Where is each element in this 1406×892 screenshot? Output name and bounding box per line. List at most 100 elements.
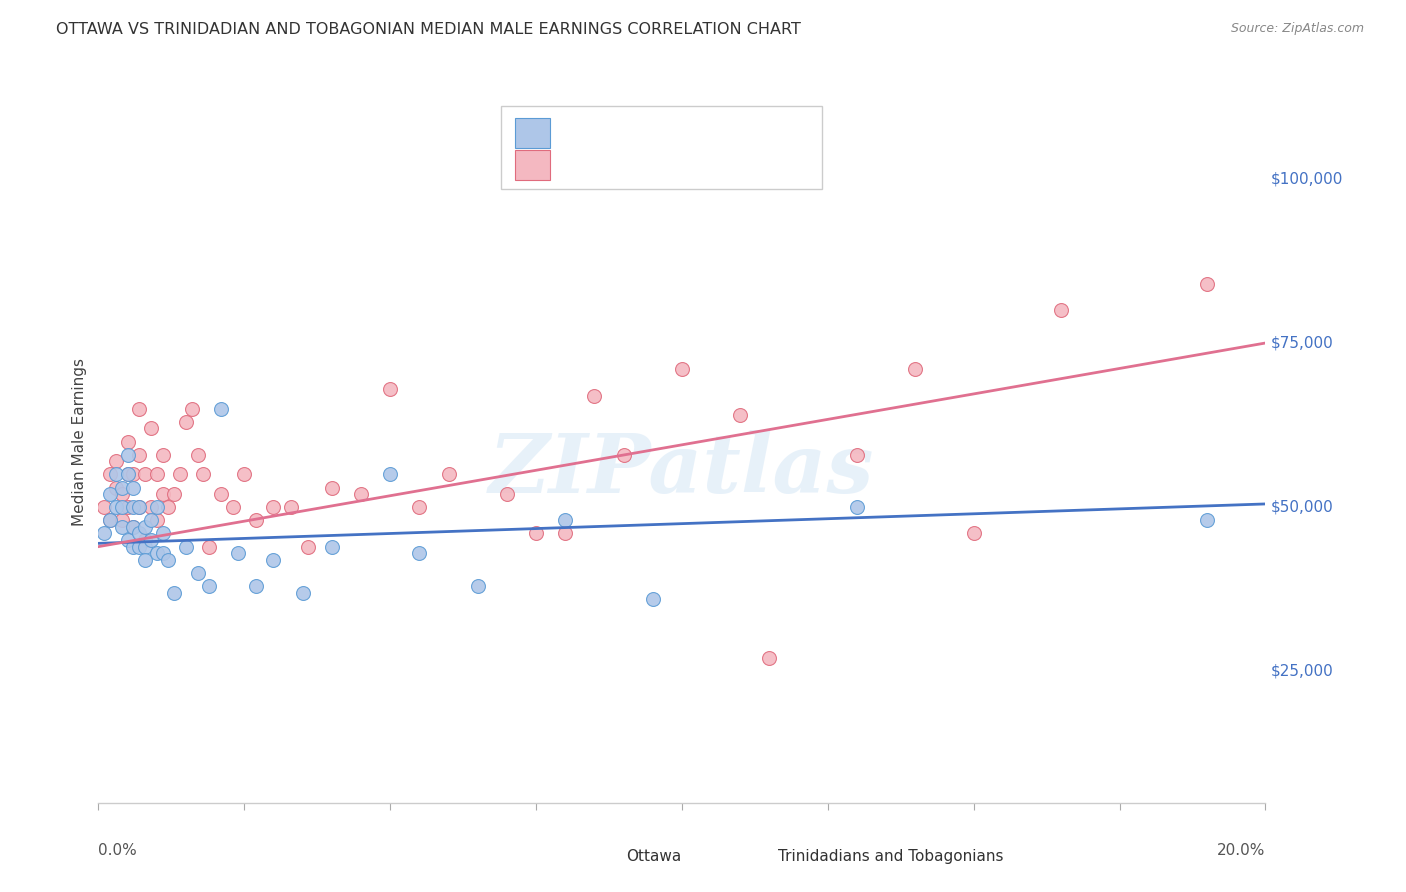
Point — [291, 585, 314, 599]
Point — [122, 520, 145, 534]
Point — [139, 500, 162, 515]
Point — [111, 520, 134, 534]
Text: N = 56: N = 56 — [675, 156, 742, 174]
Point — [904, 362, 927, 376]
Text: OTTAWA VS TRINIDADIAN AND TOBAGONIAN MEDIAN MALE EARNINGS CORRELATION CHART: OTTAWA VS TRINIDADIAN AND TOBAGONIAN MED… — [56, 22, 801, 37]
Point — [122, 500, 145, 515]
Point — [641, 592, 664, 607]
Point — [758, 651, 780, 665]
Text: Trinidadians and Tobagonians: Trinidadians and Tobagonians — [778, 849, 1002, 864]
Point — [128, 500, 150, 515]
Point — [139, 533, 162, 547]
Point — [380, 467, 402, 482]
Point — [408, 500, 430, 515]
Point — [111, 513, 134, 527]
Point — [496, 487, 519, 501]
Point — [98, 487, 121, 501]
Point — [408, 546, 430, 560]
Point — [1050, 303, 1073, 318]
Point — [122, 520, 145, 534]
Point — [321, 540, 343, 554]
FancyBboxPatch shape — [515, 118, 550, 148]
Text: 0.0%: 0.0% — [98, 843, 138, 857]
Point — [98, 467, 121, 482]
Point — [117, 467, 139, 482]
Point — [245, 513, 267, 527]
Point — [524, 526, 547, 541]
Point — [846, 500, 869, 515]
Point — [209, 401, 232, 416]
FancyBboxPatch shape — [501, 105, 823, 189]
Point — [146, 467, 169, 482]
Point — [174, 540, 197, 554]
Point — [467, 579, 489, 593]
Point — [111, 487, 134, 501]
Point — [198, 540, 221, 554]
Point — [117, 533, 139, 547]
Point — [134, 467, 156, 482]
Point — [169, 467, 191, 482]
Point — [128, 500, 150, 515]
Text: Ottawa: Ottawa — [626, 849, 681, 864]
Point — [671, 362, 693, 376]
Point — [157, 500, 180, 515]
Text: N = 45: N = 45 — [675, 124, 742, 142]
Text: Source: ZipAtlas.com: Source: ZipAtlas.com — [1230, 22, 1364, 36]
Point — [554, 513, 576, 527]
Point — [280, 500, 302, 515]
Point — [163, 487, 186, 501]
Point — [174, 415, 197, 429]
Point — [117, 448, 139, 462]
Point — [846, 448, 869, 462]
Point — [612, 448, 634, 462]
Point — [146, 546, 169, 560]
Point — [134, 520, 156, 534]
Point — [583, 388, 606, 402]
Point — [962, 526, 984, 541]
Point — [111, 500, 134, 515]
Point — [730, 409, 752, 423]
Point — [187, 448, 209, 462]
Point — [221, 500, 243, 515]
Point — [134, 553, 156, 567]
Point — [104, 500, 127, 515]
Text: ZIPatlas: ZIPatlas — [489, 431, 875, 510]
Y-axis label: Median Male Earnings: Median Male Earnings — [72, 358, 87, 525]
Point — [104, 467, 127, 482]
Point — [262, 553, 284, 567]
Point — [350, 487, 373, 501]
Point — [163, 585, 186, 599]
FancyBboxPatch shape — [741, 847, 766, 868]
Point — [198, 579, 221, 593]
Point — [122, 540, 145, 554]
Point — [139, 513, 162, 527]
Text: R = 0.463: R = 0.463 — [564, 156, 662, 174]
Text: $100,000: $100,000 — [1271, 171, 1344, 186]
Point — [193, 467, 215, 482]
Point — [128, 401, 150, 416]
Point — [180, 401, 202, 416]
Point — [380, 382, 402, 396]
Point — [104, 481, 127, 495]
Text: $75,000: $75,000 — [1271, 335, 1334, 351]
Point — [93, 500, 115, 515]
Point — [321, 481, 343, 495]
Point — [146, 500, 169, 515]
Text: $25,000: $25,000 — [1271, 664, 1334, 679]
Point — [139, 421, 162, 435]
FancyBboxPatch shape — [589, 847, 614, 868]
Text: $50,000: $50,000 — [1271, 500, 1334, 515]
Point — [262, 500, 284, 515]
Point — [297, 540, 319, 554]
Point — [134, 533, 156, 547]
Point — [1195, 277, 1218, 291]
Point — [122, 467, 145, 482]
Point — [104, 454, 127, 468]
Point — [117, 434, 139, 449]
Point — [146, 513, 169, 527]
Point — [233, 467, 256, 482]
Point — [209, 487, 232, 501]
Point — [245, 579, 267, 593]
Point — [228, 546, 250, 560]
Point — [187, 566, 209, 580]
